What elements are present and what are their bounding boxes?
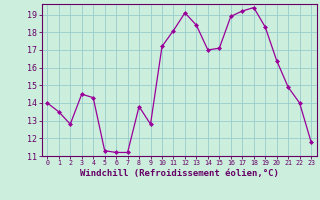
X-axis label: Windchill (Refroidissement éolien,°C): Windchill (Refroidissement éolien,°C) (80, 169, 279, 178)
